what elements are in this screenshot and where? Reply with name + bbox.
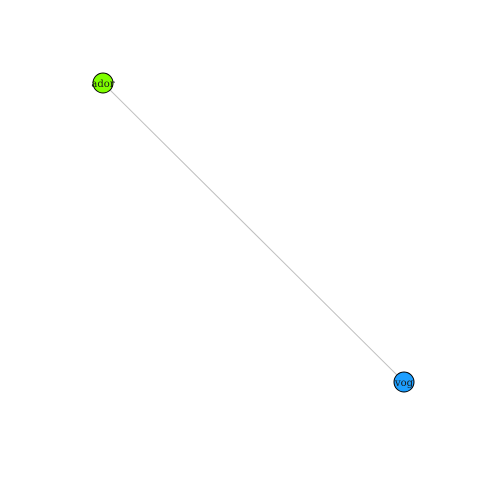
node-vog-circle xyxy=(393,371,415,393)
node-vog-label: vog xyxy=(394,378,414,389)
edge-ador-vog xyxy=(102,82,405,383)
node-vog[interactable]: vog xyxy=(393,371,415,393)
node-ador-label: ador xyxy=(91,79,114,90)
node-ador[interactable]: ador xyxy=(91,72,115,94)
node-ador-circle xyxy=(92,72,114,94)
